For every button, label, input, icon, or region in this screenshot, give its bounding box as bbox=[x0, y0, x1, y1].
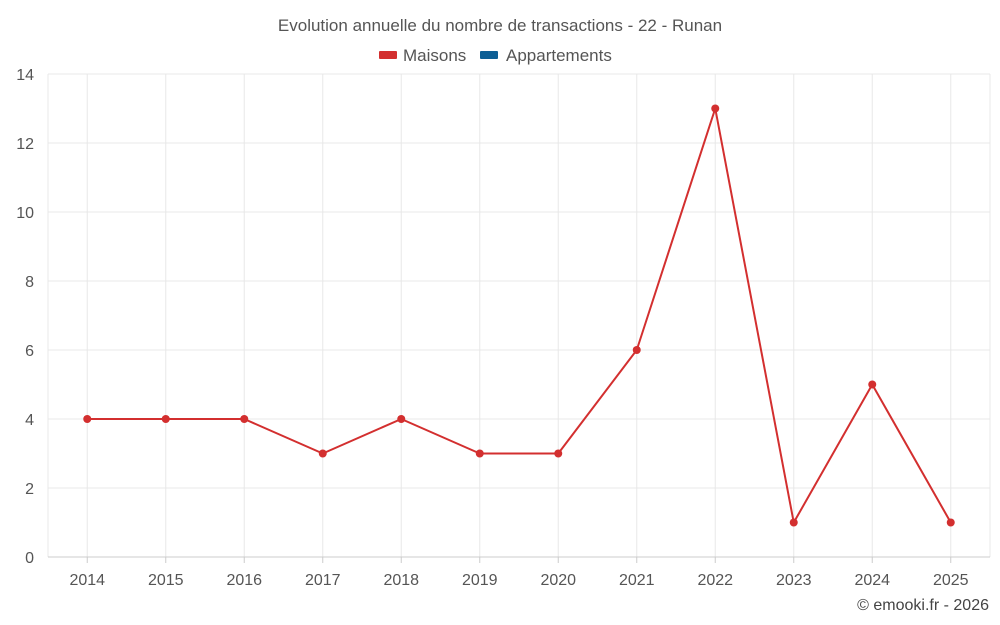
legend-label-appartements: Appartements bbox=[506, 46, 612, 65]
x-tick-label: 2016 bbox=[226, 572, 262, 589]
data-point[interactable] bbox=[83, 415, 92, 423]
legend-swatch-appartements bbox=[480, 51, 498, 59]
data-point[interactable] bbox=[711, 104, 720, 113]
series-line-maisons bbox=[87, 107, 952, 524]
y-tick-label: 2 bbox=[25, 481, 34, 498]
y-tick-label: 14 bbox=[16, 67, 34, 84]
x-tick-label: 2015 bbox=[148, 572, 184, 589]
data-point[interactable] bbox=[475, 449, 484, 458]
y-tick-label: 12 bbox=[16, 136, 34, 153]
data-point[interactable] bbox=[632, 346, 641, 354]
x-tick-label: 2018 bbox=[383, 572, 419, 589]
data-point[interactable] bbox=[240, 415, 249, 423]
legend: Maisons Appartements bbox=[379, 46, 612, 65]
x-tick-label: 2022 bbox=[697, 572, 733, 589]
y-tick-label: 4 bbox=[25, 412, 34, 429]
x-tick-label: 2023 bbox=[776, 572, 812, 589]
data-point[interactable] bbox=[161, 415, 170, 423]
x-tick-label: 2021 bbox=[619, 572, 655, 589]
chart-title: Evolution annuelle du nombre de transact… bbox=[278, 16, 722, 35]
legend-item-appartements[interactable]: Appartements bbox=[480, 46, 612, 65]
x-tick-label: 2019 bbox=[462, 572, 498, 589]
data-point[interactable] bbox=[318, 449, 327, 458]
y-tick-label: 10 bbox=[16, 205, 34, 222]
x-tick-label: 2014 bbox=[69, 572, 105, 589]
legend-item-maisons[interactable]: Maisons bbox=[379, 46, 466, 65]
data-point[interactable] bbox=[554, 449, 563, 458]
y-tick-label: 8 bbox=[25, 274, 34, 291]
series bbox=[83, 104, 955, 527]
data-point[interactable] bbox=[946, 518, 955, 527]
x-tick-label: 2017 bbox=[305, 572, 341, 589]
legend-label-maisons: Maisons bbox=[403, 46, 466, 65]
x-tick-label: 2024 bbox=[854, 572, 890, 589]
axes: 0 2 4 6 8 10 12 14 2014 2015 2016 2017 2018 2019 2020 2… bbox=[16, 67, 990, 589]
data-point[interactable] bbox=[397, 415, 406, 423]
x-tick-label: 2020 bbox=[540, 572, 576, 589]
y-tick-label: 0 bbox=[25, 550, 34, 567]
legend-swatch-maisons bbox=[379, 51, 397, 59]
credit-text: © emooki.fr - 2026 bbox=[857, 597, 989, 614]
y-tick-label: 6 bbox=[25, 343, 34, 360]
data-point[interactable] bbox=[868, 380, 877, 389]
x-tick-label: 2025 bbox=[933, 572, 969, 589]
data-point[interactable] bbox=[789, 518, 798, 527]
grid bbox=[47, 73, 991, 557]
